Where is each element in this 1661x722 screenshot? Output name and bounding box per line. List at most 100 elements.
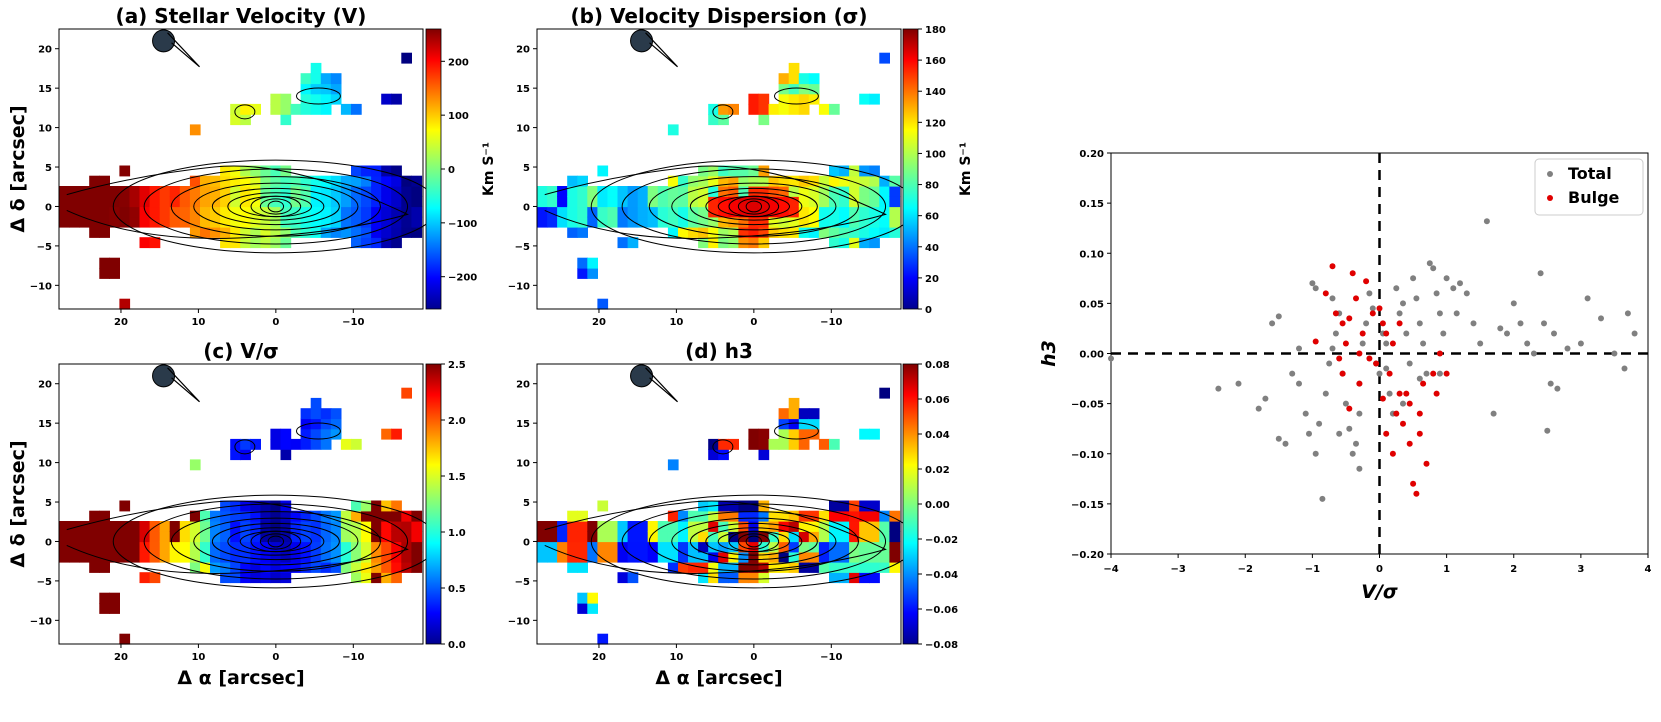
map-cell xyxy=(869,175,880,187)
map-cell xyxy=(109,603,120,614)
map-cell xyxy=(391,206,402,218)
map-cell xyxy=(748,93,760,105)
map-cell xyxy=(59,541,70,553)
map-cell xyxy=(788,103,800,115)
map-cell xyxy=(829,237,840,249)
map-cell xyxy=(577,510,588,522)
x-tick-label: −10 xyxy=(342,317,364,328)
map-cell xyxy=(818,562,830,573)
map-cell xyxy=(139,216,151,228)
data-point-total xyxy=(1497,325,1504,332)
data-point-total xyxy=(1477,340,1484,347)
map-cell xyxy=(320,196,332,208)
map-cell xyxy=(119,500,131,512)
x-tick-label: 10 xyxy=(669,652,683,663)
map-cell xyxy=(371,541,382,553)
map-cell xyxy=(109,551,120,563)
y-tick-label: 5 xyxy=(45,163,52,174)
map-cell xyxy=(869,165,880,177)
map-cell xyxy=(119,186,131,197)
map-cell xyxy=(748,500,760,512)
map-cell xyxy=(280,175,292,187)
map-frame xyxy=(536,363,902,645)
map-cell xyxy=(270,103,282,115)
map-cell xyxy=(189,124,201,136)
map-cell xyxy=(617,186,629,197)
map-cell xyxy=(818,175,830,187)
x-tick-label: 0 xyxy=(750,317,757,328)
map-cell xyxy=(728,510,739,522)
map-cell xyxy=(537,206,548,218)
map-cell xyxy=(381,175,392,187)
map-cell xyxy=(411,562,423,573)
map-cell xyxy=(270,572,282,584)
thumbnail-pointer xyxy=(645,367,678,403)
map-cell xyxy=(798,175,810,187)
map-cell xyxy=(401,52,412,64)
map-cell xyxy=(381,500,392,512)
data-point-total xyxy=(1349,450,1356,457)
map-cell xyxy=(371,186,382,197)
map-cell xyxy=(109,268,120,279)
data-point-bulge xyxy=(1356,380,1363,387)
map-cell xyxy=(818,510,830,522)
map-cell xyxy=(798,428,810,440)
map-cell xyxy=(567,510,578,522)
map-cell xyxy=(129,521,141,532)
map-cell xyxy=(200,521,211,532)
map-cell xyxy=(69,186,80,197)
map-cell xyxy=(391,510,402,522)
map-cell xyxy=(849,175,860,187)
map-cell xyxy=(748,216,760,228)
data-point-total xyxy=(1551,330,1557,337)
map-cell xyxy=(748,428,760,440)
map-cell xyxy=(657,551,669,563)
companion-contour xyxy=(712,104,734,120)
y-tick-label: 5 xyxy=(45,498,52,509)
map-cell xyxy=(808,510,820,522)
data-point-bulge xyxy=(1312,338,1319,345)
data-point-bulge xyxy=(1436,350,1443,357)
map-cell xyxy=(567,562,578,573)
data-point-total xyxy=(1403,330,1410,337)
map-cell xyxy=(391,93,402,105)
y-tick-label: 20 xyxy=(38,45,52,56)
map-cell xyxy=(220,551,231,563)
map-cell xyxy=(361,175,372,187)
map-cell xyxy=(119,196,131,208)
map-cell xyxy=(320,541,332,553)
map-cell xyxy=(577,562,588,573)
map-cell xyxy=(351,438,362,450)
isophote-contour xyxy=(737,198,770,215)
map-cell xyxy=(678,175,689,187)
thumbnail-pointer xyxy=(645,32,678,68)
map-cell xyxy=(627,531,639,543)
map-cell xyxy=(808,562,820,573)
y-tick-label: 15 xyxy=(38,419,52,430)
map-cell xyxy=(839,206,850,218)
map-cell xyxy=(567,227,578,238)
map-cell xyxy=(310,73,322,85)
map-cell xyxy=(260,572,272,584)
data-point-bulge xyxy=(1413,490,1420,497)
companion-contour xyxy=(295,422,341,440)
map-cell xyxy=(849,541,860,553)
data-point-total xyxy=(1400,300,1406,307)
data-point-total xyxy=(1584,295,1591,302)
map-cell xyxy=(129,206,141,218)
map-cell xyxy=(169,206,181,218)
map-cell xyxy=(260,551,272,563)
map-cell xyxy=(129,531,141,543)
map-cell xyxy=(738,237,750,249)
map-cells xyxy=(59,387,423,645)
map-cell xyxy=(738,196,750,208)
data-point-bulge xyxy=(1393,410,1400,417)
data-point-total xyxy=(1366,290,1373,297)
map-cell xyxy=(869,572,880,584)
map-cell xyxy=(667,521,679,532)
map-cell xyxy=(778,408,790,420)
map-cell xyxy=(200,510,211,522)
map-cell xyxy=(300,196,312,208)
map-cell xyxy=(839,531,850,543)
data-point-total xyxy=(1376,370,1383,377)
